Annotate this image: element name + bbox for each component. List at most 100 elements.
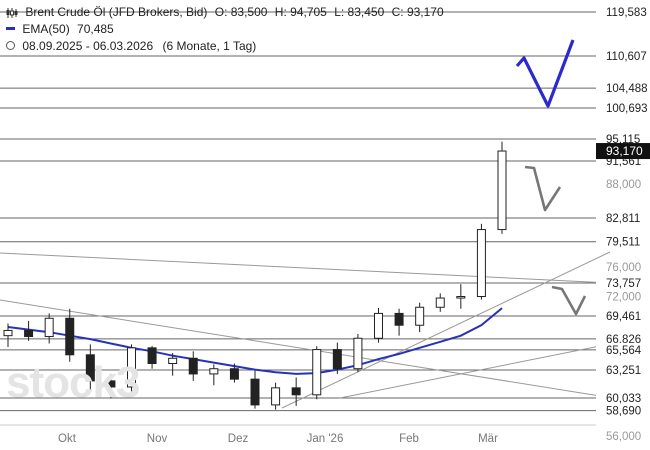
candle-body [127, 347, 136, 388]
candle-body [3, 329, 13, 337]
close-value: 93,170 [406, 4, 444, 19]
x-tick-label: Nov [147, 433, 168, 445]
x-tick-label: Dez [228, 433, 249, 445]
high-value: 94,705 [290, 4, 327, 19]
candle-body [456, 295, 466, 299]
open-label: O: [214, 4, 228, 19]
level-label: 60,033 [606, 393, 641, 405]
period: (6 Monate, 1 Tag) [162, 38, 257, 53]
level-label-bg [596, 211, 650, 225]
trendlines [0, 251, 611, 409]
candle-body [106, 380, 116, 388]
level-label: 110,607 [606, 51, 647, 63]
candle-body [188, 357, 198, 375]
header-line-daterange: 08.09.2025 - 06.03.2026 (6 Monate, 1 Tag… [6, 38, 256, 53]
level-label: 58,690 [606, 406, 641, 418]
level-label: 119,583 [606, 7, 647, 19]
candle-body [291, 387, 301, 396]
candle-body [497, 150, 507, 231]
level-label: 100,693 [606, 103, 648, 115]
instrument-name: Brent Crude Öl (JFD Brokers, Bid) [25, 4, 208, 19]
level-label-bg [596, 363, 650, 378]
level-label-bg [596, 403, 650, 418]
y-tick-label: 88,000 [606, 179, 641, 191]
candle-body [147, 347, 157, 364]
open-value: 83,500 [230, 4, 268, 19]
last-price-badge [596, 143, 650, 160]
level-label-bg [596, 331, 650, 346]
x-tick-label: Okt [58, 433, 77, 445]
ema-swatch-icon [6, 27, 15, 31]
level-label: 69,461 [606, 311, 641, 323]
trendline-lower-falling [0, 299, 601, 397]
trendline-rising-flat [339, 345, 601, 399]
candle-body [168, 357, 178, 364]
candle-body [312, 349, 322, 396]
level-label: 82,811 [606, 213, 640, 225]
clock-icon [6, 41, 15, 51]
ema-value: 70,485 [77, 21, 114, 36]
candle-body [374, 312, 383, 339]
low-label: L: [334, 4, 345, 19]
x-axis: Okt Nov Dez Jan '26 Feb Mär [0, 424, 596, 445]
y-tick-label: 76,000 [606, 262, 641, 274]
candle-body [85, 354, 95, 382]
level-label-bg [596, 234, 650, 249]
watermark-logo: stock3 [6, 358, 140, 407]
scenario-arrows [515, 39, 587, 316]
candlestick-icon [6, 7, 18, 18]
candle-body [229, 368, 239, 380]
last-price-label: 93,170 [606, 144, 643, 158]
trendline-upper-falling [0, 252, 611, 284]
level-label: 104,488 [606, 83, 648, 95]
level-label: 65,564 [606, 345, 642, 357]
candle-body [24, 329, 34, 338]
header-line-ema: EMA(50) 70,485 [6, 21, 114, 36]
candle-body [209, 368, 219, 375]
close-label: C: [391, 4, 404, 19]
candle-body [394, 312, 404, 326]
level-label-bg [596, 49, 650, 63]
level-label-bg [596, 5, 650, 19]
ema50-series [7, 307, 503, 375]
blue-scenario-arrow [515, 39, 575, 108]
candle-body [415, 306, 425, 326]
price-axis-labels: 119,583110,607104,488100,69395,11591,561… [596, 5, 650, 443]
level-label: 73,757 [606, 278, 641, 290]
candle-body [435, 297, 445, 308]
y-tick-label: 56,000 [606, 431, 641, 443]
date-range: 08.09.2025 - 06.03.2026 [22, 38, 154, 53]
level-label-bg [596, 342, 650, 357]
y-tick-label: 72,000 [606, 291, 641, 303]
x-tick-label: Mär [478, 433, 498, 445]
level-label-bg [596, 276, 650, 290]
trendline-rising-steep [281, 251, 611, 409]
candle-body [271, 387, 281, 406]
candle-body [65, 317, 75, 356]
low-value: 83,450 [347, 4, 385, 19]
x-tick-label: Jan '26 [307, 433, 344, 445]
candles-series [3, 141, 507, 410]
level-label-bg [596, 101, 650, 115]
high-label: H: [274, 4, 287, 19]
candle-body [353, 337, 363, 370]
candle-body [250, 378, 260, 406]
header-line-instrument: Brent Crude Öl (JFD Brokers, Bid) O: 83,… [6, 4, 444, 19]
level-label-bg [596, 309, 650, 323]
level-label-bg [596, 81, 650, 96]
candle-body [44, 317, 54, 338]
ema50-line [7, 307, 503, 375]
level-label-bg [596, 132, 650, 146]
gray-scenario-arrow-upper [524, 165, 562, 212]
level-label-bg [596, 391, 650, 405]
ema-label: EMA(50) [22, 21, 70, 36]
level-label: 95,115 [606, 134, 640, 146]
candle-body [476, 229, 486, 297]
level-label: 79,511 [606, 237, 640, 249]
level-label: 63,251 [606, 365, 641, 377]
gray-scenario-arrow-lower [551, 285, 587, 316]
candle-body [332, 349, 342, 370]
x-tick-label: Feb [399, 433, 419, 445]
horizontal-levels [0, 11, 596, 412]
